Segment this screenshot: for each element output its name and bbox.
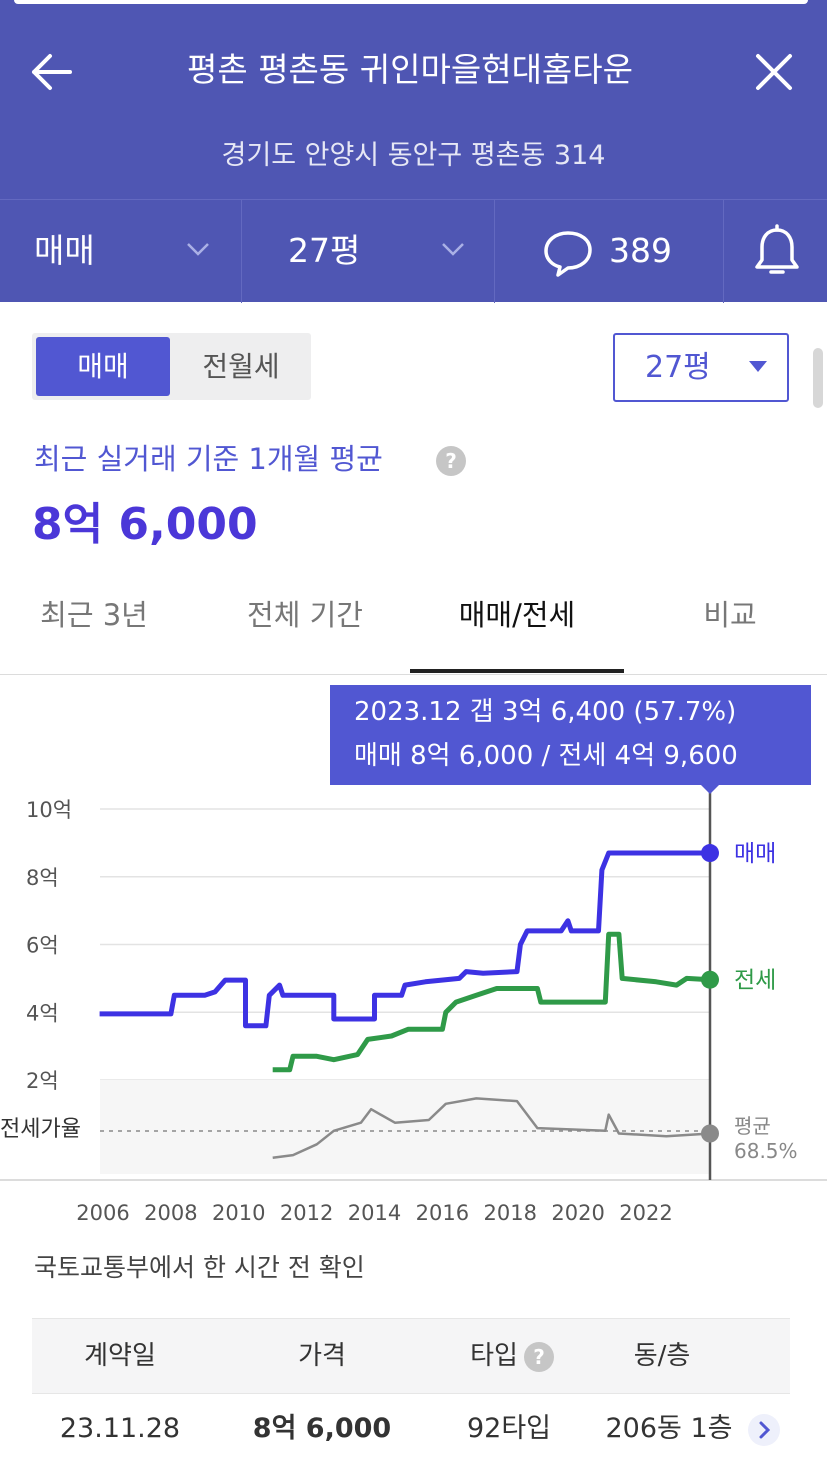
top-search-strip — [14, 0, 808, 4]
active-tab-indicator — [410, 669, 624, 673]
address: 경기도 안양시 동안구 평촌동 314 — [221, 140, 606, 171]
update-note: 국토교통부에서 한 시간 전 확인 — [34, 1253, 365, 1282]
average-label: 최근 실거래 기준 1개월 평균 — [34, 442, 383, 476]
row-date: 23.11.28 — [59, 1413, 181, 1444]
series-endpoint-2 — [701, 970, 719, 989]
table-header: 계약일 가격 타입 ? 동/층 — [32, 1318, 790, 1393]
y-axis-ticks: 10억 8억 6억 4억 2억 — [26, 798, 72, 1093]
series-line-1 — [99, 850, 711, 1029]
x-tick-label: 2006 — [76, 1201, 129, 1225]
y-tick-label: 6억 — [26, 934, 59, 958]
ratio-band — [100, 1080, 710, 1174]
header: 평촌 평촌동 귀인마을현대홈타운 경기도 안양시 동안구 평촌동 314 매매 … — [0, 0, 827, 303]
back-arrow-icon[interactable] — [28, 48, 78, 96]
size-select-value: 27평 — [645, 350, 711, 385]
size-dropdown[interactable]: 27평 — [242, 200, 495, 303]
tab-sale-jeonse[interactable]: 매매/전세 — [458, 598, 576, 632]
page-title: 평촌 평촌동 귀인마을현대홈타운 — [186, 50, 634, 89]
x-tick-label: 2018 — [484, 1201, 537, 1225]
size-select[interactable]: 27평 — [613, 333, 789, 402]
tooltip-line-1: 2023.12 갭 3억 6,400 (57.7%) — [354, 697, 736, 727]
tab-all-period[interactable]: 전체 기간 — [247, 598, 363, 632]
x-tick-label: 2014 — [348, 1201, 401, 1225]
y-tick-label: 2억 — [26, 1069, 59, 1093]
chevron-down-icon — [187, 243, 209, 256]
comment-count: 389 — [609, 231, 672, 270]
header-type: 타입 — [470, 1341, 518, 1371]
x-tick-label: 2020 — [551, 1201, 604, 1225]
row-building-floor: 206동 1층 — [605, 1413, 733, 1444]
series-end-label: 매매 — [734, 841, 776, 867]
close-icon[interactable] — [750, 48, 798, 96]
chevron-down-icon — [442, 243, 464, 256]
deal-type-label: 매매 — [34, 231, 95, 270]
deal-segment-control: 매매 전월세 — [32, 333, 311, 400]
ratio-axis-label: 전세가율 — [0, 1117, 81, 1142]
y-tick-label: 8억 — [26, 866, 59, 890]
row-price: 8억 6,000 — [252, 1413, 392, 1444]
segment-sale[interactable]: 매매 — [36, 337, 170, 396]
y-tick-label: 4억 — [26, 1001, 59, 1025]
header-contract-date: 계약일 — [84, 1341, 156, 1371]
tooltip-pointer — [700, 784, 720, 794]
row-type: 92타입 — [466, 1413, 552, 1444]
tab-compare[interactable]: 비교 — [703, 598, 757, 632]
series-line-2 — [272, 931, 711, 1073]
x-axis-ticks: 2006 2008 2010 2012 2014 2016 2018 2020 2022 — [76, 1201, 672, 1225]
transactions-table: 계약일 가격 타입 ? 동/층 23.11.28 8억 6,000 92타입 2… — [32, 1318, 790, 1464]
tab-recent-3y[interactable]: 최근 3년 — [40, 598, 148, 632]
x-tick-label: 2010 — [212, 1201, 265, 1225]
series-lines — [99, 850, 711, 1160]
type-help-icon[interactable]: ? — [524, 1342, 554, 1372]
y-tick-label: 10억 — [26, 798, 72, 822]
series-endpoint-3 — [701, 1124, 719, 1143]
header-price: 가격 — [298, 1341, 346, 1371]
series-endpoint-1 — [701, 844, 719, 863]
x-tick-label: 2022 — [619, 1201, 672, 1225]
help-icon[interactable]: ? — [436, 446, 466, 476]
segment-rent[interactable]: 전월세 — [202, 350, 280, 383]
series-end-label: 전세 — [734, 968, 776, 994]
x-tick-label: 2008 — [144, 1201, 197, 1225]
tooltip-line-2: 매매 8억 6,000 / 전세 4억 9,600 — [354, 741, 738, 771]
x-tick-label: 2012 — [280, 1201, 333, 1225]
deal-type-dropdown[interactable]: 매매 — [0, 200, 242, 303]
comments-button[interactable]: 389 — [495, 200, 724, 303]
header-building-floor: 동/층 — [633, 1341, 691, 1371]
x-tick-label: 2016 — [416, 1201, 469, 1225]
table-row[interactable]: 23.11.28 8억 6,000 92타입 206동 1층 — [32, 1393, 790, 1464]
size-label: 27평 — [288, 231, 361, 270]
tooltip-box — [330, 685, 811, 785]
ratio-average-label: 평균 — [734, 1114, 771, 1138]
ratio-average-value: 68.5% — [734, 1139, 798, 1163]
price-chart[interactable]: 전세가율 10억 8억 6억 4억 2억 2023.12 갭 3억 6,400 (57.… — [0, 680, 827, 1240]
notification-button[interactable] — [724, 200, 827, 303]
series-line-3 — [272, 1097, 711, 1160]
bell-icon — [755, 224, 799, 274]
average-price: 8억 6,000 — [32, 499, 258, 550]
chevron-right-icon[interactable] — [748, 1414, 780, 1446]
period-tabs: 최근 3년 전체 기간 매매/전세 비교 — [0, 580, 827, 675]
caret-down-icon — [749, 361, 767, 372]
scrollbar[interactable] — [813, 348, 823, 408]
speech-bubble-icon — [544, 231, 592, 277]
filter-bar: 매매 27평 389 — [0, 199, 827, 303]
